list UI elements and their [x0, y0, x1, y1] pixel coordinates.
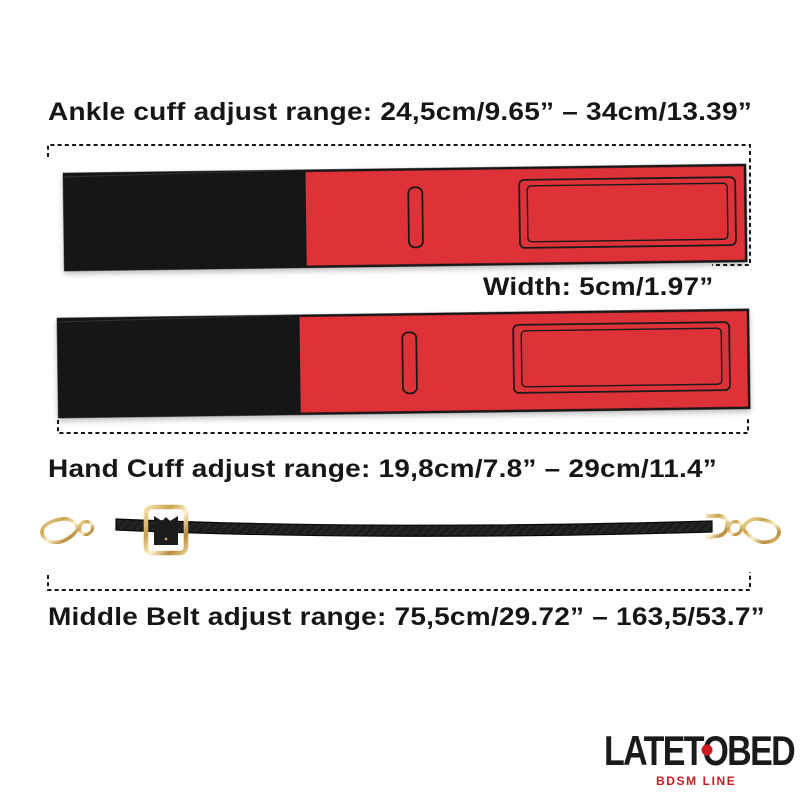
svg-text:LATETOBED: LATETOBED: [604, 728, 794, 775]
svg-text:BDSM LINE: BDSM LINE: [656, 774, 736, 788]
